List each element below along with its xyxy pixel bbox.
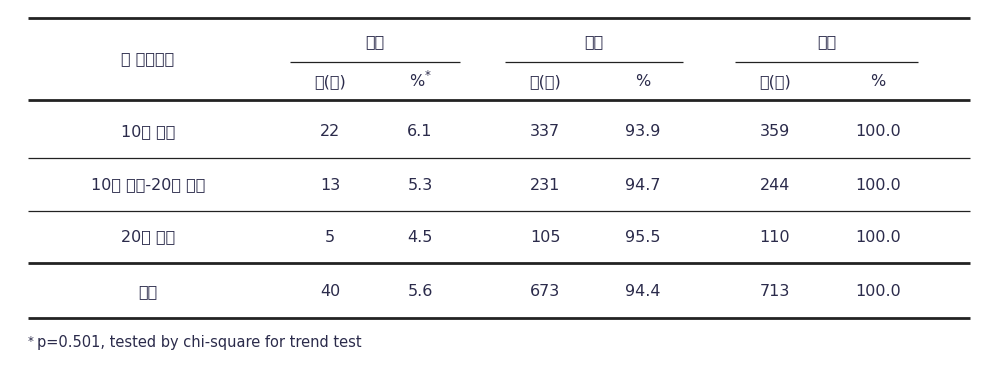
Text: 95.5: 95.5 [625, 229, 661, 244]
Text: 반응: 반응 [366, 34, 384, 50]
Text: 수(명): 수(명) [759, 75, 790, 90]
Text: 359: 359 [760, 124, 790, 139]
Text: 673: 673 [530, 284, 560, 299]
Text: 94.7: 94.7 [625, 178, 661, 193]
Text: 10년 이상-20년 미만: 10년 이상-20년 미만 [91, 178, 206, 193]
Text: 합계: 합계 [817, 34, 836, 50]
Text: 6.1: 6.1 [407, 124, 433, 139]
Text: 40: 40 [320, 284, 340, 299]
Text: 13: 13 [320, 178, 340, 193]
Text: 4.5: 4.5 [407, 229, 433, 244]
Text: 22: 22 [320, 124, 340, 139]
Text: 100.0: 100.0 [856, 178, 901, 193]
Text: 음성: 음성 [584, 34, 604, 50]
Text: 244: 244 [760, 178, 790, 193]
Text: 합계: 합계 [138, 284, 158, 299]
Text: 110: 110 [760, 229, 790, 244]
Text: %: % [635, 75, 651, 90]
Text: 713: 713 [760, 284, 790, 299]
Text: *: * [28, 335, 34, 349]
Text: *: * [425, 69, 431, 83]
Text: p=0.501, tested by chi-square for trend test: p=0.501, tested by chi-square for trend … [37, 334, 362, 349]
Text: 100.0: 100.0 [856, 229, 901, 244]
Text: 100.0: 100.0 [856, 284, 901, 299]
Text: 20년 이상: 20년 이상 [121, 229, 175, 244]
Text: 231: 231 [530, 178, 560, 193]
Text: 5: 5 [325, 229, 335, 244]
Text: 쳑 작업기간: 쳑 작업기간 [122, 51, 175, 66]
Text: %: % [409, 75, 425, 90]
Text: 105: 105 [530, 229, 560, 244]
Text: 5.6: 5.6 [407, 284, 433, 299]
Text: 94.4: 94.4 [625, 284, 661, 299]
Text: 수(명): 수(명) [530, 75, 561, 90]
Text: 93.9: 93.9 [625, 124, 661, 139]
Text: %: % [870, 75, 885, 90]
Text: 수(명): 수(명) [314, 75, 346, 90]
Text: 5.3: 5.3 [407, 178, 433, 193]
Text: 337: 337 [530, 124, 560, 139]
Text: 10년 미만: 10년 미만 [121, 124, 175, 139]
Text: 100.0: 100.0 [856, 124, 901, 139]
